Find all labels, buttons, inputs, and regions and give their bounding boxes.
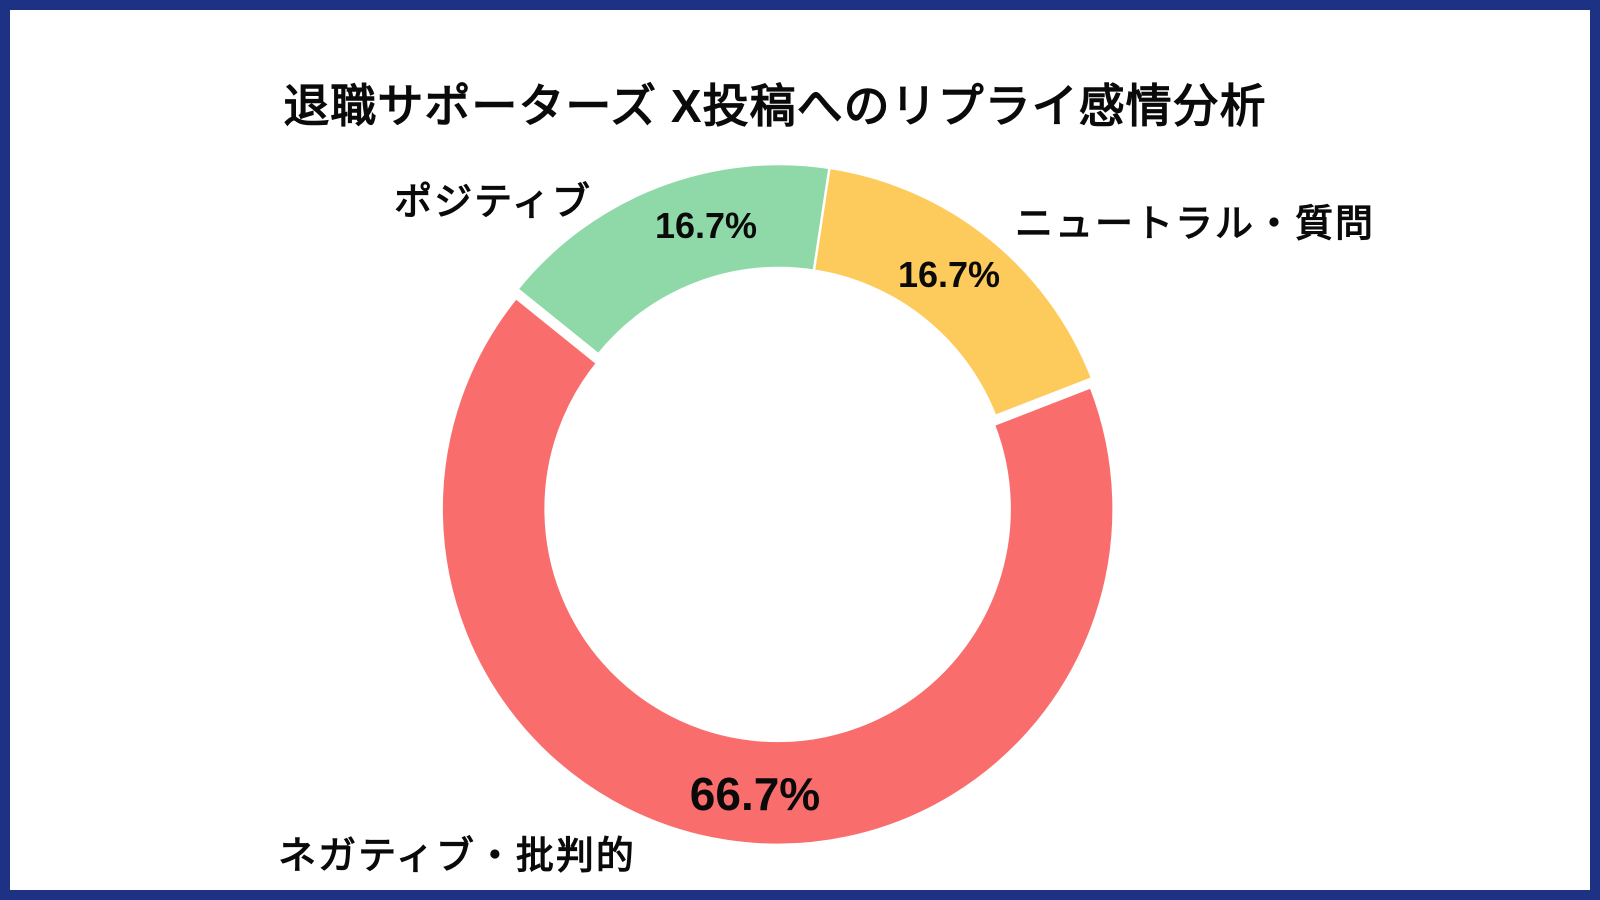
donut-chart <box>440 162 1115 847</box>
segment-label-negative: ネガティブ・批判的 <box>278 835 636 878</box>
donut-wedge-negative <box>440 296 1115 847</box>
segment-percent-neutral: 16.7% <box>897 254 1001 295</box>
segment-percent-positive: 16.7% <box>654 205 758 246</box>
donut-wedge-neutral <box>812 166 1094 418</box>
segment-label-positive: ポジティブ <box>394 181 592 224</box>
chart-title: 退職サポーターズ X投稿へのリプライ感情分析 <box>283 79 1267 132</box>
segment-percent-negative: 66.7% <box>689 768 821 820</box>
donut-wedge-positive <box>516 162 833 356</box>
segment-label-neutral: ニュートラル・質問 <box>1014 203 1376 246</box>
